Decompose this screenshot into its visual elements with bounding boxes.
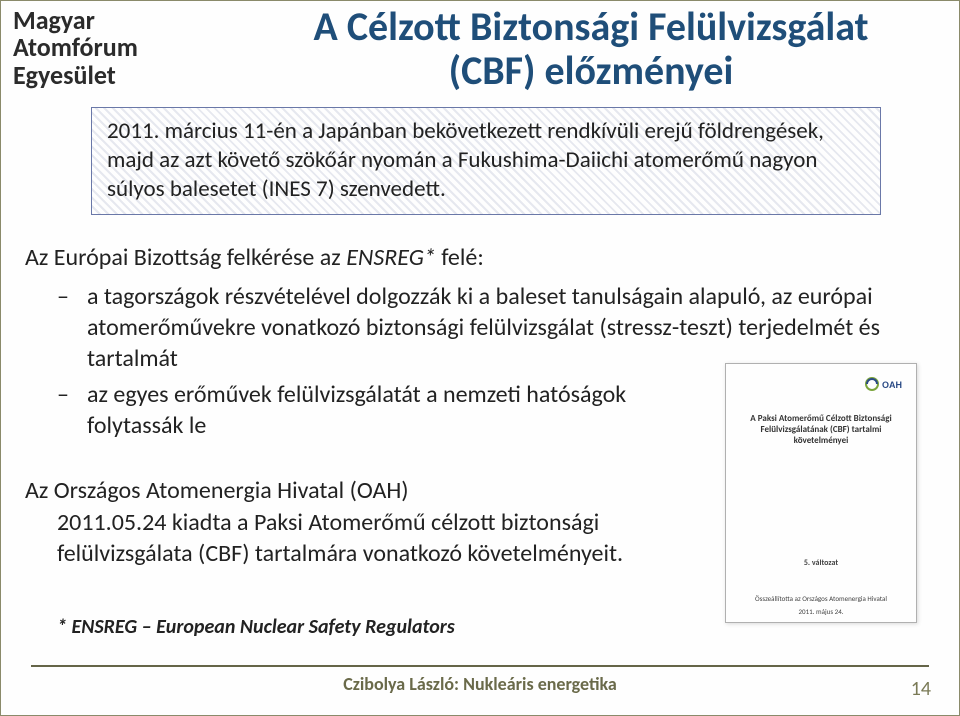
event-box: 2011. március 11-én a Japánban bekövetke… (91, 107, 881, 215)
event-text: 2011. március 11-én a Japánban bekövetke… (107, 117, 824, 203)
body-p2-text: Az Országos Atomenergia Hivatal (OAH) (25, 476, 409, 505)
body-intro-suffix: felé: (436, 243, 484, 272)
slide-title: A Célzott Biztonsági Felülvizsgálat (CBF… (261, 5, 921, 93)
oah-logo-icon: OAH (864, 374, 906, 394)
footer-rule (31, 665, 929, 667)
slide: Magyar Atomfórum Egyesület A Célzott Biz… (0, 0, 960, 716)
bullet-1-text: a tagországok részvételével dolgozzák ki… (87, 282, 880, 373)
body-p3: 2011.05.24 kiadta a Paksi Atomerőmű célz… (57, 507, 667, 569)
title-line-2: (CBF) előzményei (449, 46, 734, 95)
body-intro: Az Európai Bizottság felkérése az ENSREG… (25, 243, 925, 272)
inset-date: 2011. május 24. (736, 607, 906, 616)
inset-compiled: Összeállította az Országos Atomenergia H… (736, 594, 906, 603)
body-p3-text: 2011.05.24 kiadta a Paksi Atomerőmű célz… (57, 508, 623, 568)
page-number: 14 (911, 677, 931, 701)
body-p2: Az Országos Atomenergia Hivatal (OAH) (25, 475, 665, 506)
org-name: Magyar Atomfórum Egyesület (13, 7, 138, 89)
list-item: az egyes erőművek felülvizsgálatát a nem… (57, 379, 667, 441)
inset-version: 5. változat (736, 558, 906, 568)
inset-title-1: A Paksi Atomerőmű Célzott Biztonsági (750, 413, 891, 424)
footnote-text: * ENSREG – European Nuclear Safety Regul… (57, 615, 455, 639)
inset-title-2: Felülvizsgálatának (CBF) tartalmi követe… (760, 424, 881, 446)
body-intro-em: ENSREG* (346, 243, 436, 272)
inset-title: A Paksi Atomerőmű Célzott Biztonsági Fel… (736, 414, 906, 446)
title-line-1: A Célzott Biztonsági Felülvizsgálat (314, 2, 869, 51)
svg-text:OAH: OAH (882, 380, 902, 390)
list-item: a tagországok részvételével dolgozzák ki… (57, 281, 917, 375)
footer-author: Czibolya László: Nukleáris energetika (1, 673, 959, 695)
footnote: * ENSREG – European Nuclear Safety Regul… (57, 615, 455, 639)
inset-document-thumbnail: OAH A Paksi Atomerőmű Célzott Biztonsági… (725, 363, 917, 623)
org-line-3: Egyesület (13, 59, 116, 91)
body-intro-prefix: Az Európai Bizottság felkérése az (25, 243, 346, 272)
footer-subject: Nukleáris energetika (459, 673, 617, 695)
bullet-2-text: az egyes erőművek felülvizsgálatát a nem… (87, 380, 626, 440)
footer-author-name: Czibolya László: (343, 673, 459, 695)
